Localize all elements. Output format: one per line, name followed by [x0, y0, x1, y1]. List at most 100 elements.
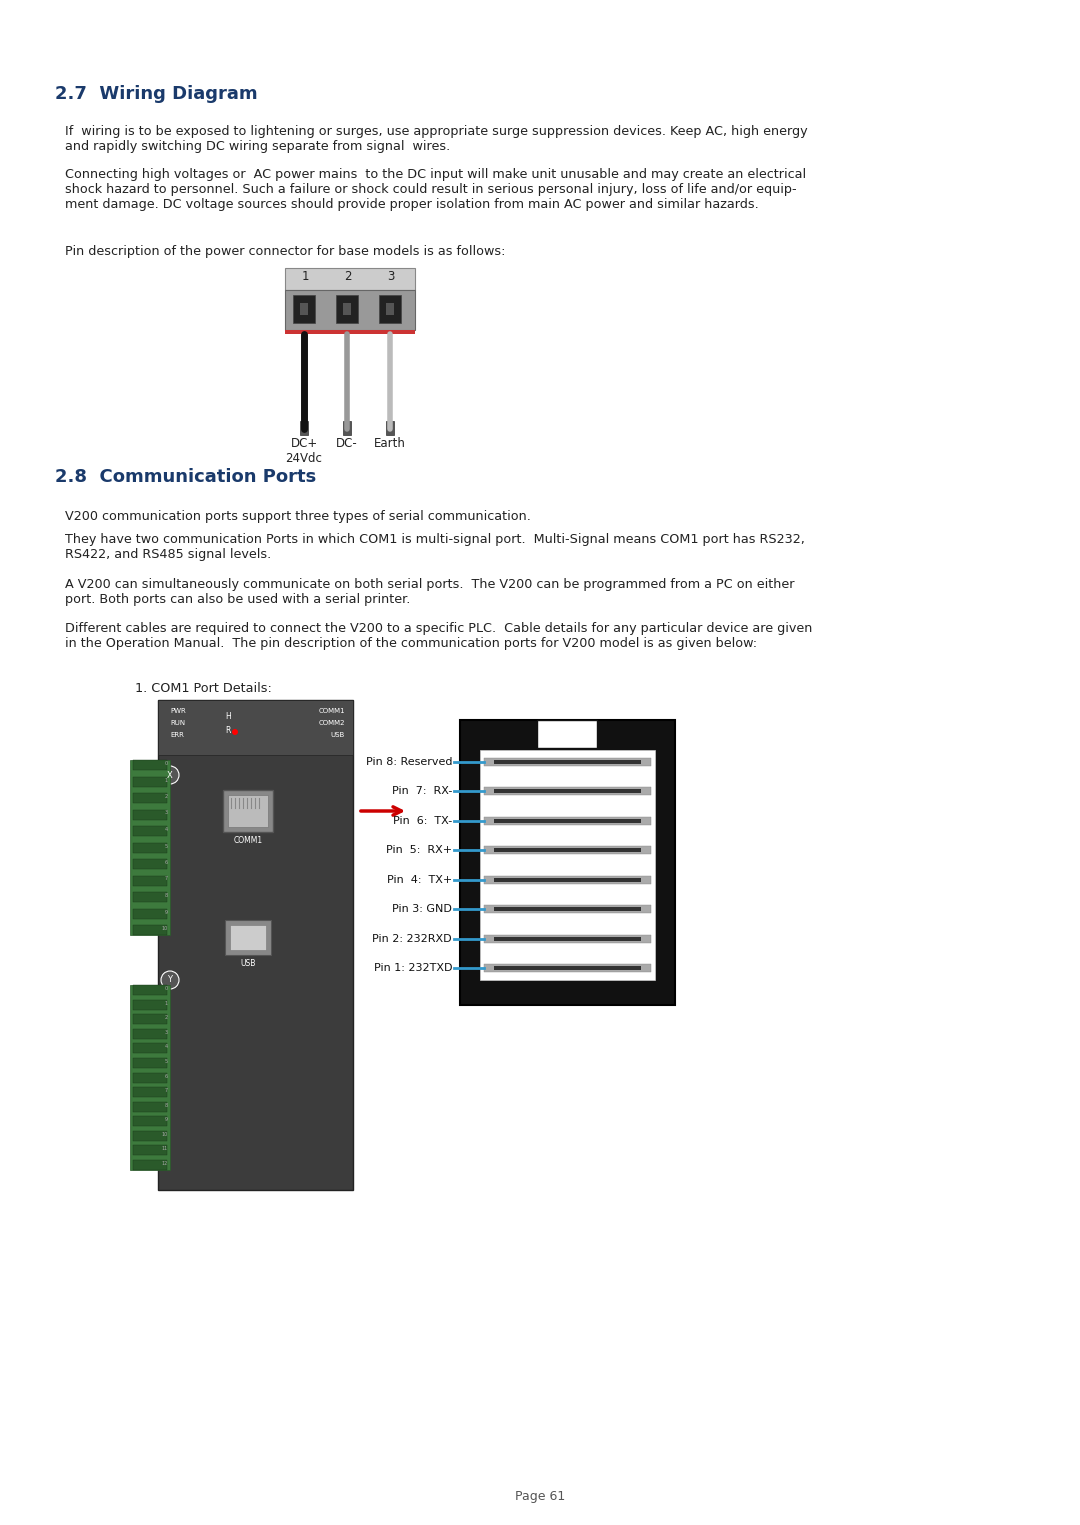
- Text: Pin 1: 232TXD: Pin 1: 232TXD: [374, 962, 453, 973]
- Text: V200 communication ports support three types of serial communication.: V200 communication ports support three t…: [65, 509, 531, 523]
- Bar: [386, 421, 394, 435]
- Text: 8: 8: [165, 894, 168, 898]
- Bar: [494, 819, 642, 824]
- Bar: [133, 827, 167, 836]
- Text: Connecting high voltages or  AC power mains  to the DC input will make unit unus: Connecting high voltages or AC power mai…: [65, 168, 806, 210]
- Circle shape: [161, 766, 179, 784]
- Bar: [494, 759, 642, 764]
- Text: 2: 2: [345, 270, 352, 284]
- Text: PWR: PWR: [170, 708, 186, 714]
- Bar: [484, 964, 651, 971]
- Text: COMM2: COMM2: [319, 720, 345, 726]
- Bar: [343, 421, 351, 435]
- Text: If  wiring is to be exposed to lightening or surges, use appropriate surge suppr: If wiring is to be exposed to lightening…: [65, 125, 808, 152]
- Bar: [484, 906, 651, 913]
- Bar: [133, 985, 167, 994]
- Bar: [133, 1161, 167, 1170]
- Text: 9: 9: [165, 909, 168, 915]
- Text: USB: USB: [241, 959, 256, 968]
- Text: 3: 3: [165, 810, 168, 816]
- Text: 24Vdc: 24Vdc: [285, 451, 323, 465]
- Bar: [494, 936, 642, 941]
- Text: 1: 1: [165, 778, 168, 782]
- Text: 1. COM1 Port Details:: 1. COM1 Port Details:: [135, 682, 272, 695]
- Text: 5: 5: [165, 843, 168, 848]
- Bar: [230, 926, 266, 950]
- Bar: [133, 1145, 167, 1156]
- Text: Pin 2: 232RXD: Pin 2: 232RXD: [373, 933, 453, 944]
- Text: R: R: [226, 726, 231, 735]
- Bar: [130, 759, 170, 935]
- Bar: [222, 790, 273, 833]
- Text: COMM1: COMM1: [233, 836, 262, 845]
- Bar: [484, 935, 651, 942]
- Text: Pin 8: Reserved: Pin 8: Reserved: [365, 756, 453, 767]
- Bar: [133, 1014, 167, 1025]
- Circle shape: [232, 729, 238, 735]
- Bar: [285, 329, 415, 334]
- Text: Earth: Earth: [374, 438, 406, 450]
- Bar: [133, 1058, 167, 1068]
- Bar: [133, 1101, 167, 1112]
- Bar: [336, 294, 357, 323]
- Text: Page 61: Page 61: [515, 1490, 565, 1504]
- Text: 9: 9: [165, 1118, 168, 1122]
- Text: 10: 10: [162, 926, 168, 930]
- Bar: [133, 909, 167, 918]
- Text: 8: 8: [165, 1103, 168, 1107]
- Text: A V200 can simultaneously communicate on both serial ports.  The V200 can be pro: A V200 can simultaneously communicate on…: [65, 578, 795, 605]
- Text: 6: 6: [165, 1074, 168, 1078]
- Bar: [133, 810, 167, 819]
- Bar: [133, 999, 167, 1010]
- Text: 2.7  Wiring Diagram: 2.7 Wiring Diagram: [55, 85, 258, 104]
- Text: 12: 12: [162, 1161, 168, 1167]
- Text: 7: 7: [165, 1087, 168, 1093]
- Bar: [300, 303, 308, 316]
- Text: 2: 2: [165, 1016, 168, 1020]
- Text: Pin  7:  RX-: Pin 7: RX-: [392, 787, 453, 796]
- Text: X: X: [167, 770, 173, 779]
- Bar: [484, 846, 651, 854]
- Text: ERR: ERR: [170, 732, 184, 738]
- Text: Pin 3: GND: Pin 3: GND: [392, 904, 453, 913]
- Text: H: H: [225, 712, 231, 721]
- Text: 11: 11: [162, 1147, 168, 1151]
- Bar: [228, 795, 268, 827]
- Bar: [343, 303, 351, 316]
- Bar: [133, 1043, 167, 1054]
- Bar: [133, 1116, 167, 1127]
- Bar: [480, 750, 654, 981]
- Text: 10: 10: [162, 1132, 168, 1136]
- Bar: [300, 421, 308, 435]
- Bar: [285, 268, 415, 290]
- Text: DC-: DC-: [336, 438, 357, 450]
- Bar: [484, 875, 651, 883]
- Bar: [133, 759, 167, 770]
- Bar: [158, 700, 353, 1190]
- Bar: [293, 294, 315, 323]
- Text: 0: 0: [165, 761, 168, 766]
- Bar: [133, 1072, 167, 1083]
- Bar: [133, 776, 167, 787]
- Bar: [133, 842, 167, 852]
- Bar: [484, 817, 651, 825]
- Bar: [133, 1087, 167, 1096]
- Bar: [494, 878, 642, 881]
- Text: They have two communication Ports in which COM1 is multi-signal port.  Multi-Sig: They have two communication Ports in whi…: [65, 534, 805, 561]
- Text: 2.8  Communication Ports: 2.8 Communication Ports: [55, 468, 316, 486]
- Text: USB: USB: [330, 732, 345, 738]
- Bar: [133, 1029, 167, 1039]
- Text: COMM1: COMM1: [319, 708, 345, 714]
- Bar: [537, 720, 597, 747]
- Bar: [484, 758, 651, 766]
- Bar: [484, 787, 651, 796]
- Text: RUN: RUN: [170, 720, 185, 726]
- Text: 5: 5: [165, 1058, 168, 1064]
- Text: 1: 1: [301, 270, 309, 284]
- Text: 1: 1: [165, 1000, 168, 1005]
- Text: 4: 4: [165, 1045, 168, 1049]
- Text: 4: 4: [165, 827, 168, 833]
- Text: 3: 3: [165, 1029, 168, 1035]
- Bar: [133, 1132, 167, 1141]
- Bar: [133, 892, 167, 901]
